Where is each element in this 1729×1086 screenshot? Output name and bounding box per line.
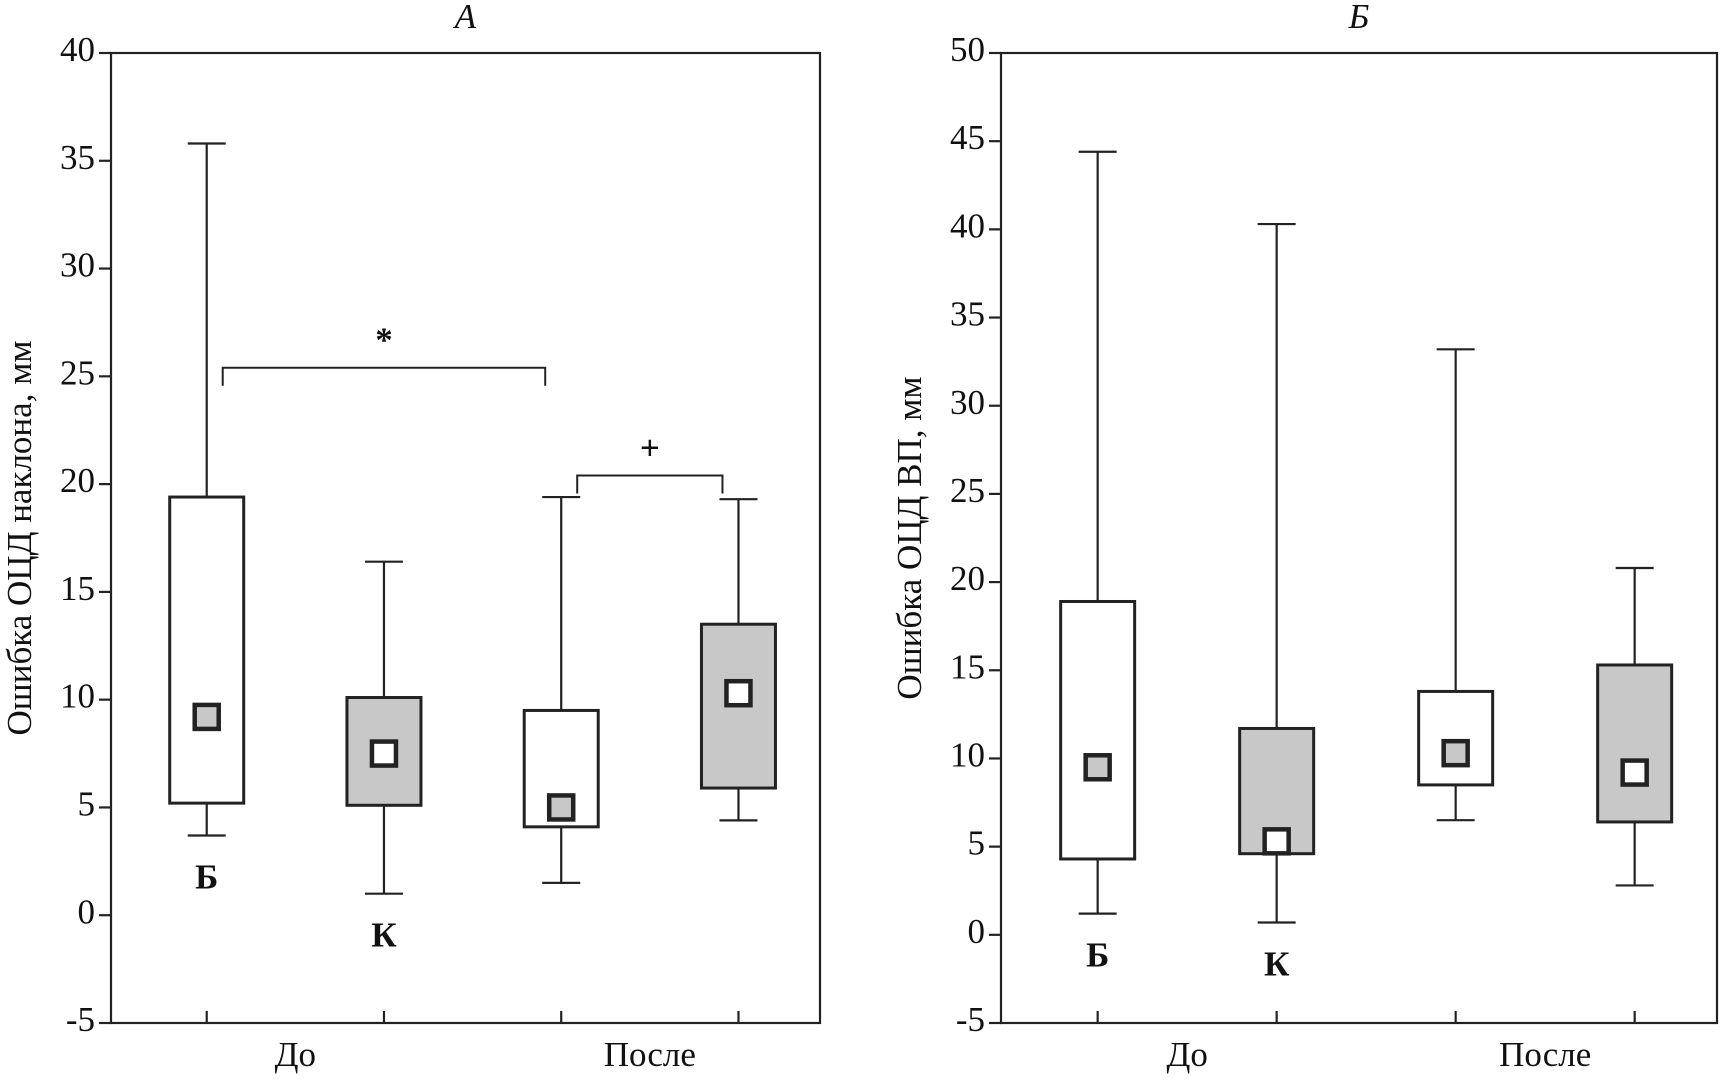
box-marker [1441, 738, 1470, 768]
y-tick-label: 50 [950, 30, 985, 69]
y-tick-label: 20 [60, 461, 95, 500]
x-tick-label: До [275, 1035, 316, 1074]
significance-label: * [375, 321, 393, 360]
significance-label: + [640, 429, 660, 468]
box-marker [1262, 827, 1291, 856]
y-tick-label: 20 [950, 559, 985, 598]
y-tick-label: -5 [956, 1000, 985, 1039]
y-tick-label: 0 [78, 892, 96, 931]
y-tick-label: 25 [60, 353, 95, 392]
plot-frame [109, 51, 822, 1025]
plot-frame [999, 51, 1719, 1025]
y-tick-label: 5 [78, 784, 96, 823]
y-tick-label: 30 [950, 383, 985, 422]
box [168, 495, 246, 805]
y-tick-label: 45 [950, 118, 985, 157]
y-tick-label: 5 [968, 824, 986, 863]
series-label: К [1264, 945, 1290, 984]
y-tick-label: 25 [950, 471, 985, 510]
y-tick-label: -5 [66, 1000, 95, 1039]
series-label: К [371, 916, 397, 955]
series-label: Б [1086, 936, 1109, 975]
y-tick-label: 0 [968, 912, 986, 951]
box-marker [1083, 753, 1112, 782]
y-axis-label: Ошибка ОЦД наклона, мм [0, 341, 39, 736]
box-marker [1620, 758, 1649, 787]
y-axis-label: Ошибка ОЦД ВП, мм [890, 376, 929, 699]
y-tick-label: 35 [950, 295, 985, 334]
y-tick-label: 40 [60, 30, 95, 69]
y-tick-label: 10 [950, 735, 985, 774]
y-tick-label: 10 [60, 677, 95, 716]
x-tick-label: После [604, 1035, 696, 1074]
series-label: Б [195, 857, 218, 896]
x-tick-label: До [1166, 1035, 1207, 1074]
box [1417, 689, 1495, 787]
box [1596, 663, 1674, 824]
significance-bracket [576, 474, 724, 494]
box-marker [192, 702, 221, 732]
y-tick-label: 40 [950, 206, 985, 245]
box [1059, 599, 1137, 861]
y-tick-label: 35 [60, 138, 95, 177]
y-tick-label: 15 [60, 569, 95, 608]
box-marker [724, 678, 753, 708]
box-marker [546, 793, 576, 822]
box-marker [369, 739, 399, 768]
y-tick-label: 30 [60, 246, 95, 285]
significance-bracket [221, 366, 547, 386]
chart-title: Б [1348, 0, 1370, 36]
y-tick-label: 15 [950, 647, 985, 686]
chart-title: А [453, 0, 477, 36]
x-tick-label: После [1499, 1035, 1591, 1074]
